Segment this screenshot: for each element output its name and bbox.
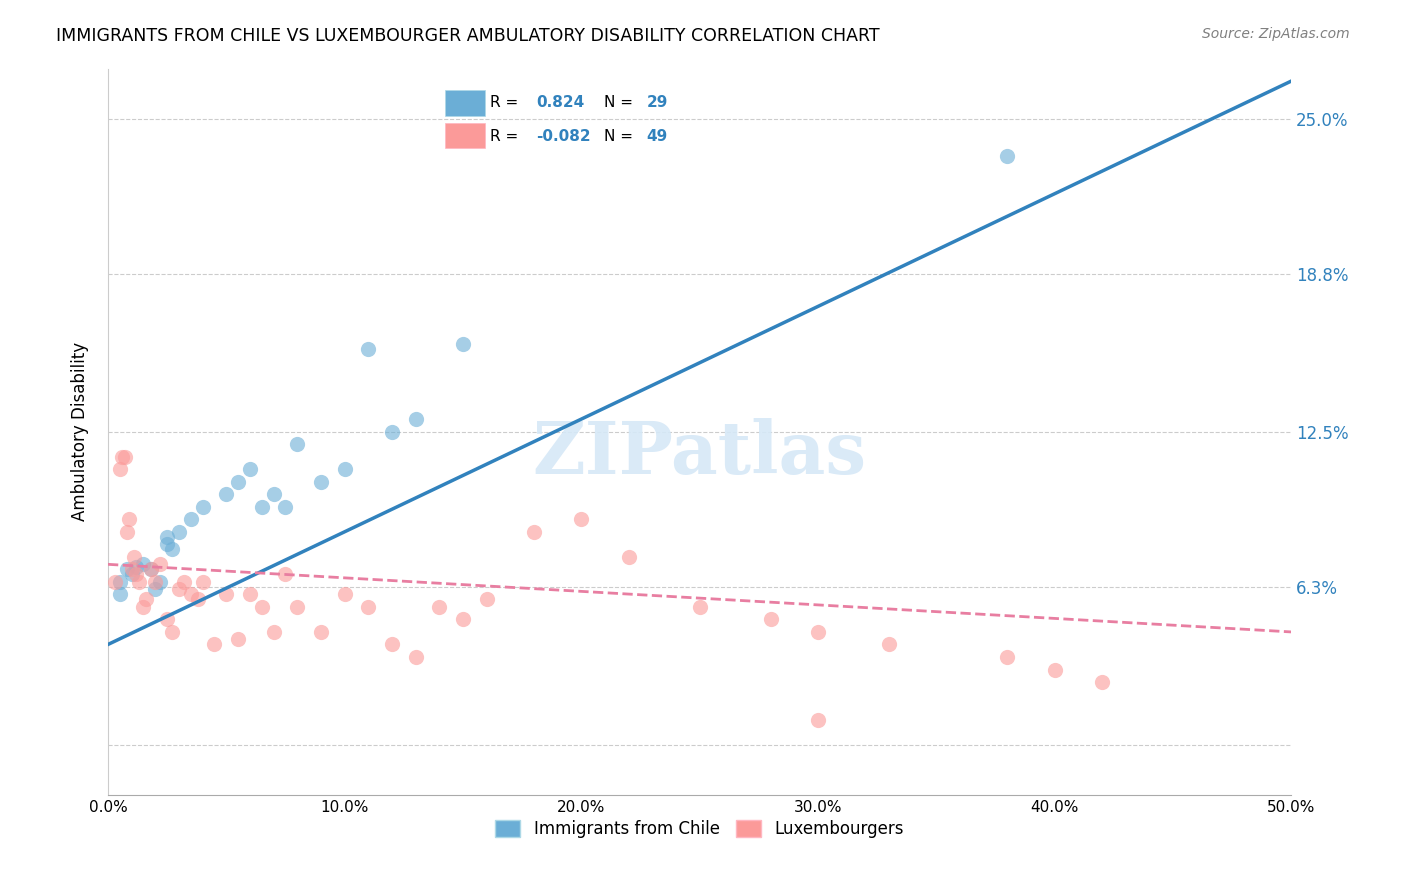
Point [995,149,1018,163]
Point [569,512,592,526]
Point [191,574,214,589]
Point [451,337,474,351]
Point [285,437,308,451]
Legend: Immigrants from Chile, Luxembourgers: Immigrants from Chile, Luxembourgers [488,813,911,845]
Point [156,537,179,551]
Point [215,487,238,501]
Point [333,462,356,476]
Point [523,524,546,539]
Point [167,524,190,539]
Point [226,632,249,647]
Point [115,562,138,576]
Point [451,612,474,626]
Point [122,549,145,564]
Point [239,462,262,476]
Point [108,462,131,476]
Point [135,592,157,607]
Point [149,558,172,572]
Point [357,342,380,356]
Point [132,599,155,614]
Point [1043,663,1066,677]
Point [381,637,404,651]
Point [180,512,202,526]
Point [250,500,273,514]
Point [108,574,131,589]
Y-axis label: Ambulatory Disability: Ambulatory Disability [72,342,89,521]
Point [143,582,166,597]
Point [617,549,640,564]
Point [149,574,172,589]
Point [156,530,179,544]
Point [250,599,273,614]
Point [156,612,179,626]
Point [125,567,148,582]
Point [128,574,150,589]
Point [689,599,711,614]
Point [381,425,404,439]
Point [143,574,166,589]
Point [125,559,148,574]
Point [204,637,226,651]
Point [274,567,297,582]
Point [357,599,380,614]
Point [807,713,830,727]
Point [333,587,356,601]
Point [160,542,183,557]
Point [1091,675,1114,690]
Point [285,599,308,614]
Point [226,475,249,489]
Point [121,567,143,582]
Point [180,587,202,601]
Point [807,624,830,639]
Point [104,574,127,589]
Point [274,500,297,514]
Text: Source: ZipAtlas.com: Source: ZipAtlas.com [1202,27,1350,41]
Point [191,500,214,514]
Point [111,450,134,464]
Point [115,524,138,539]
Point [405,650,427,665]
Point [309,475,332,489]
Point [263,624,285,639]
Point [118,512,141,526]
Point [139,562,162,576]
Point [132,558,155,572]
Point [187,592,209,607]
Point [263,487,285,501]
Point [475,592,498,607]
Point [309,624,332,639]
Point [139,562,162,576]
Point [427,599,450,614]
Point [877,637,900,651]
Point [239,587,262,601]
Point [215,587,238,601]
Point [405,412,427,426]
Text: IMMIGRANTS FROM CHILE VS LUXEMBOURGER AMBULATORY DISABILITY CORRELATION CHART: IMMIGRANTS FROM CHILE VS LUXEMBOURGER AM… [56,27,880,45]
Point [121,562,143,576]
Point [108,587,131,601]
Point [173,574,195,589]
Point [114,450,136,464]
Point [759,612,782,626]
Point [995,650,1018,665]
Point [160,624,183,639]
Text: ZIPatlas: ZIPatlas [533,417,866,489]
Point [167,582,190,597]
